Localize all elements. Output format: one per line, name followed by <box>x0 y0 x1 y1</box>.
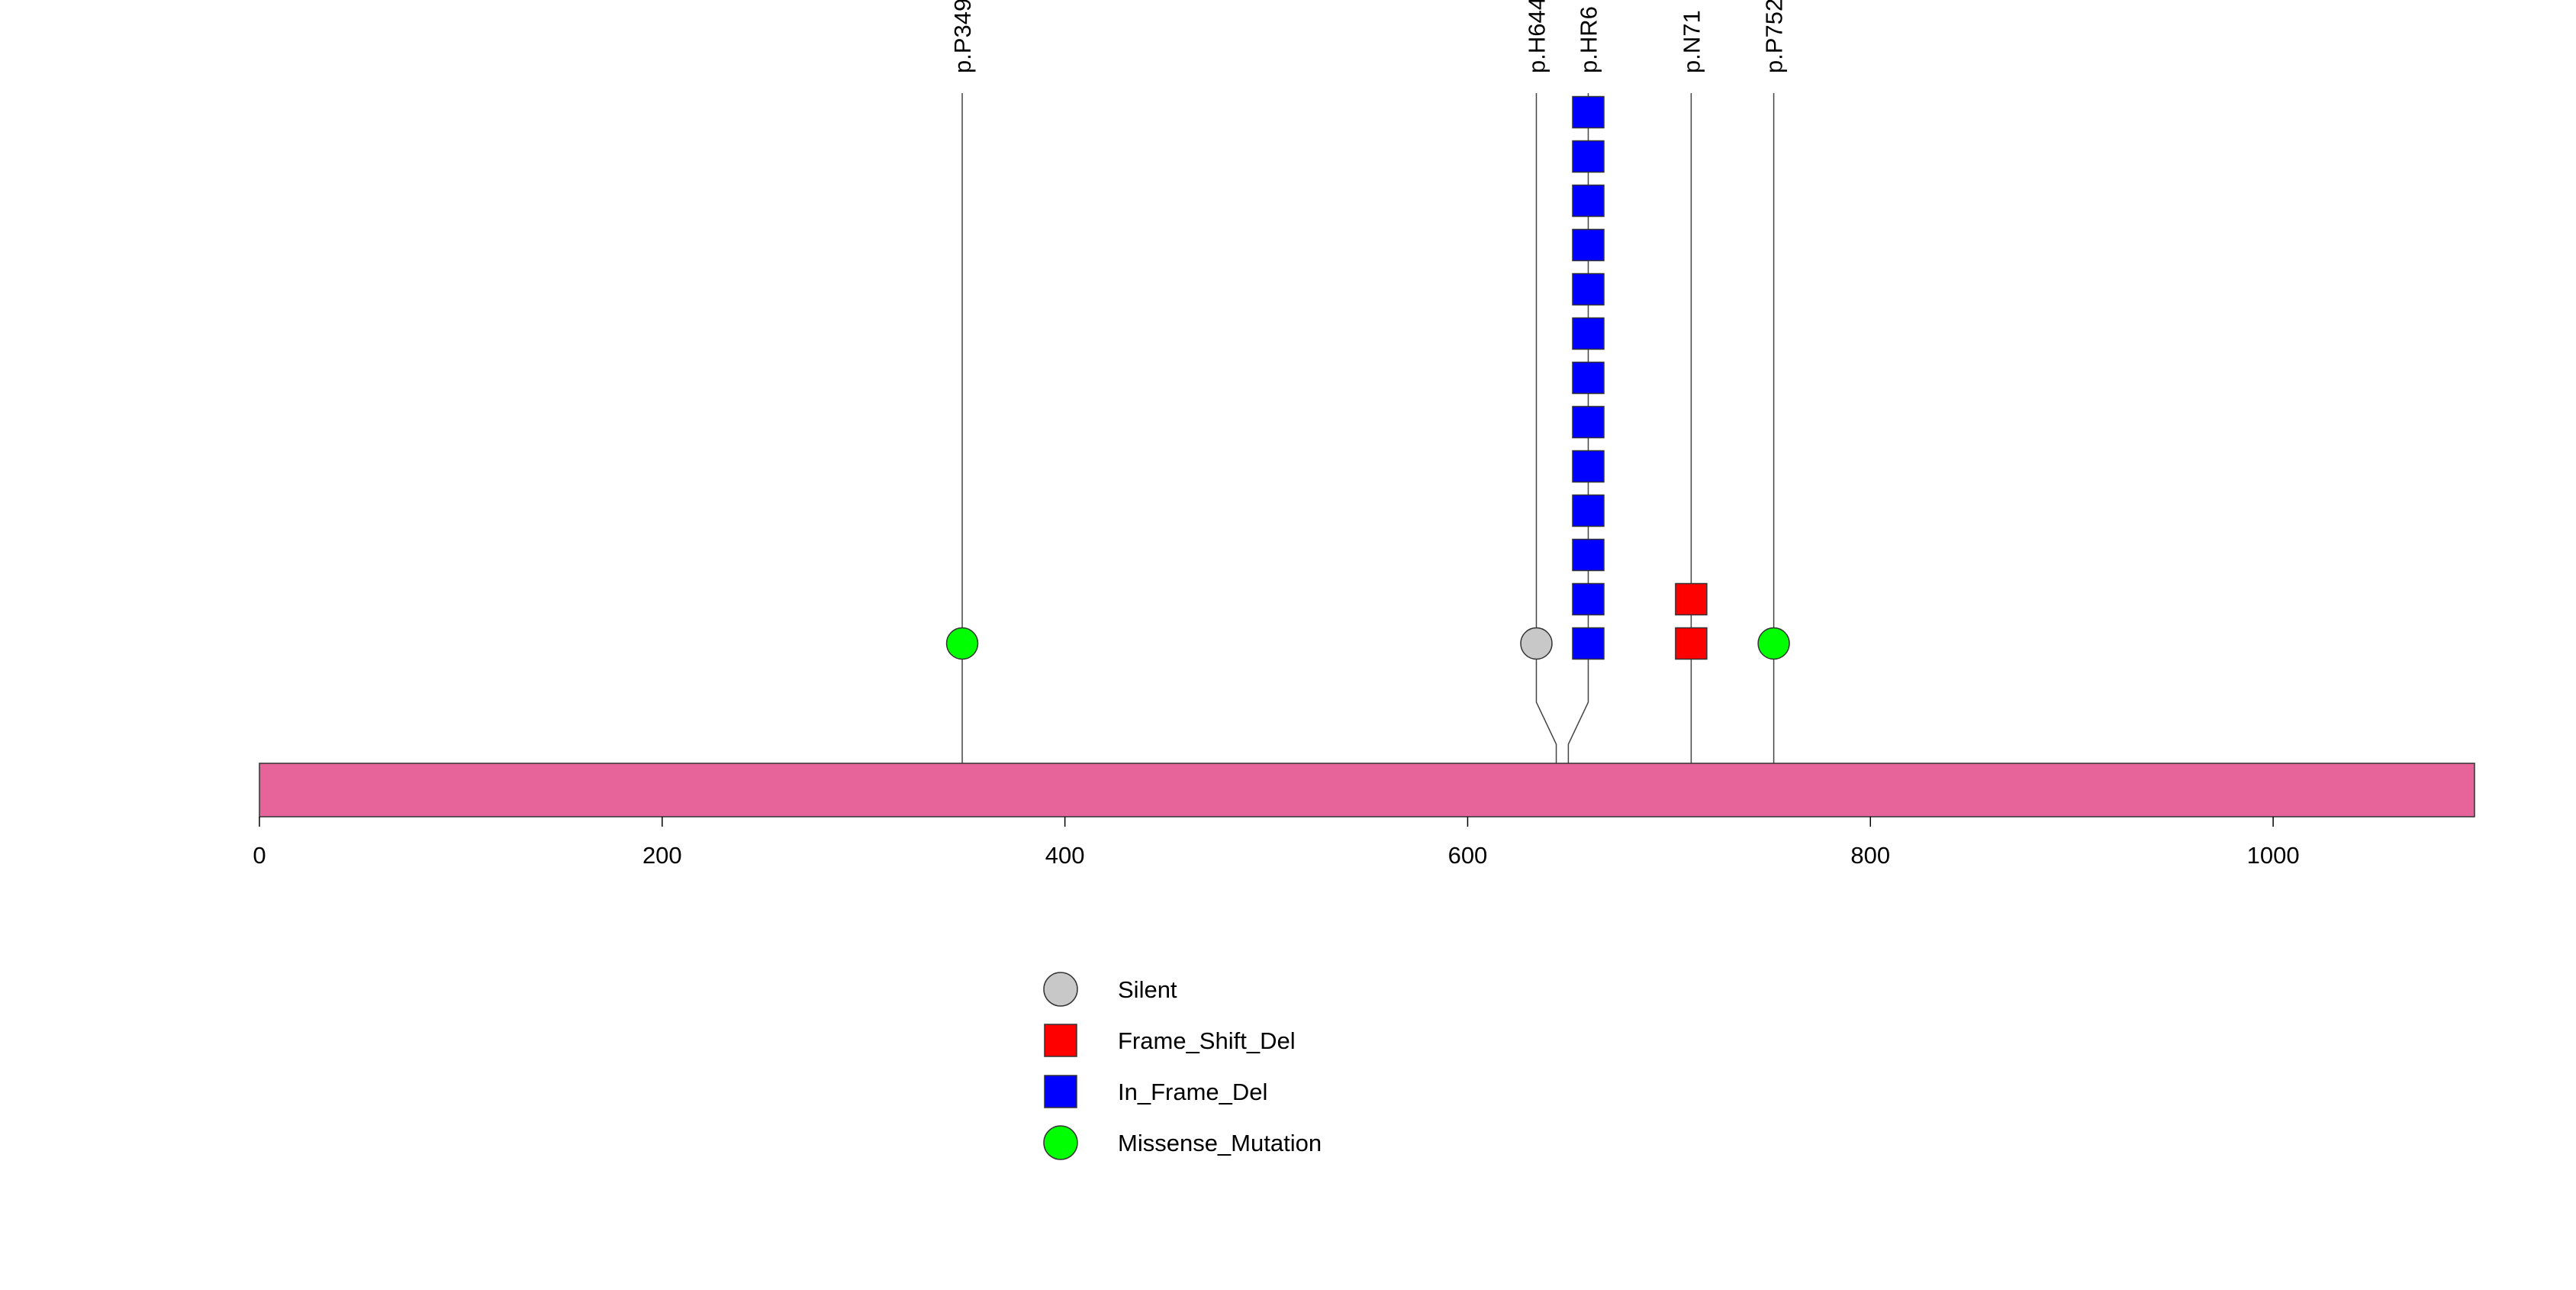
marker-in_frame_del <box>1572 317 1605 350</box>
legend-marker-silent <box>1043 972 1078 1007</box>
legend: Silent Frame_Shift_Del In_Frame_Del Missens… <box>1043 972 1322 1160</box>
marker-missense <box>1757 627 1790 660</box>
legend-marker-in_frame_del <box>1044 1075 1077 1108</box>
mutation-labels: p.P349 p.H644 p.HR6 p.N71 p.P752 <box>949 0 1788 73</box>
mutation-label: p.P752 <box>1761 0 1788 73</box>
mutation-label: p.HR6 <box>1575 6 1602 73</box>
legend-label: Missense_Mutation <box>1118 1130 1322 1156</box>
marker-in_frame_del <box>1572 582 1605 616</box>
marker-in_frame_del <box>1572 361 1605 395</box>
mutation-label: p.H644 <box>1523 0 1550 73</box>
legend-label: In_Frame_Del <box>1118 1079 1267 1105</box>
marker-in_frame_del <box>1572 450 1605 483</box>
x-tick-label: 1000 <box>2247 842 2300 869</box>
legend-marker-missense <box>1043 1125 1078 1160</box>
marker-in_frame_del <box>1572 140 1605 173</box>
marker-in_frame_del <box>1572 184 1605 218</box>
marker-in_frame_del <box>1572 494 1605 527</box>
x-tick-label: 200 <box>642 842 682 869</box>
marker-silent <box>1520 627 1553 660</box>
legend-label: Silent <box>1118 976 1177 1003</box>
stems-layer <box>961 93 1775 817</box>
x-tick-label: 800 <box>1850 842 1890 869</box>
x-tick-label: 600 <box>1448 842 1488 869</box>
protein-layer <box>259 763 2475 818</box>
marker-frame_shift_del <box>1675 582 1708 616</box>
x-tick-label: 0 <box>253 842 266 869</box>
marker-in_frame_del <box>1572 627 1605 660</box>
mutation-label: p.P349 <box>949 0 976 73</box>
marker-frame_shift_del <box>1675 627 1708 660</box>
markers-layer <box>945 95 1790 660</box>
x-tick-label: 400 <box>1045 842 1085 869</box>
stem-p.H644 <box>1535 93 1557 817</box>
x-axis: 0 200 400 600 800 1000 <box>253 817 2300 869</box>
marker-missense <box>945 627 979 660</box>
marker-in_frame_del <box>1572 405 1605 439</box>
marker-in_frame_del <box>1572 228 1605 262</box>
legend-marker-frame_shift_del <box>1044 1024 1077 1057</box>
legend-label: Frame_Shift_Del <box>1118 1027 1296 1054</box>
mutation-label: p.N71 <box>1678 10 1705 73</box>
marker-in_frame_del <box>1572 95 1605 129</box>
protein-bar <box>259 763 2475 818</box>
marker-in_frame_del <box>1572 538 1605 572</box>
marker-in_frame_del <box>1572 273 1605 306</box>
